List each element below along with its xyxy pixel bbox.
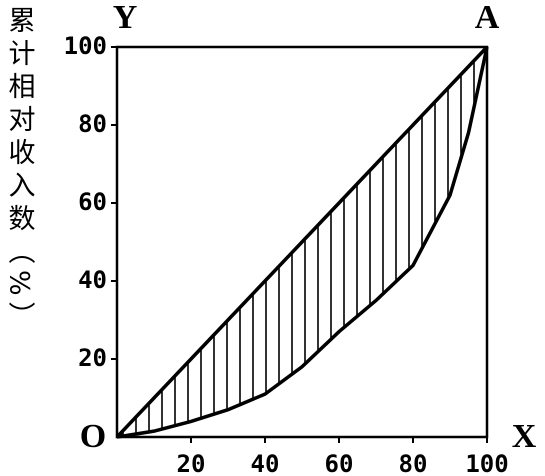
y-tick-label: 60 [78,188,107,216]
x-tick-label: 60 [325,450,354,476]
y-tick-label: 20 [78,344,107,372]
x-tick-label: 100 [465,450,508,476]
corner-label: Y [113,0,138,36]
series-line [116,46,489,439]
x-tick-label: 20 [177,450,206,476]
plot-frame [115,45,489,439]
y-tick-label: 80 [78,110,107,138]
y-tick-label: 100 [64,32,107,60]
corner-label: O [80,418,106,455]
x-tick-label: 80 [399,450,428,476]
corner-label: X [512,418,537,455]
y-tick-label: 40 [78,266,107,294]
y-axis-label: 累计相对收入数（%） [4,6,36,335]
x-tick-label: 40 [251,450,280,476]
corner-label: A [475,0,500,36]
series-line [115,45,489,439]
